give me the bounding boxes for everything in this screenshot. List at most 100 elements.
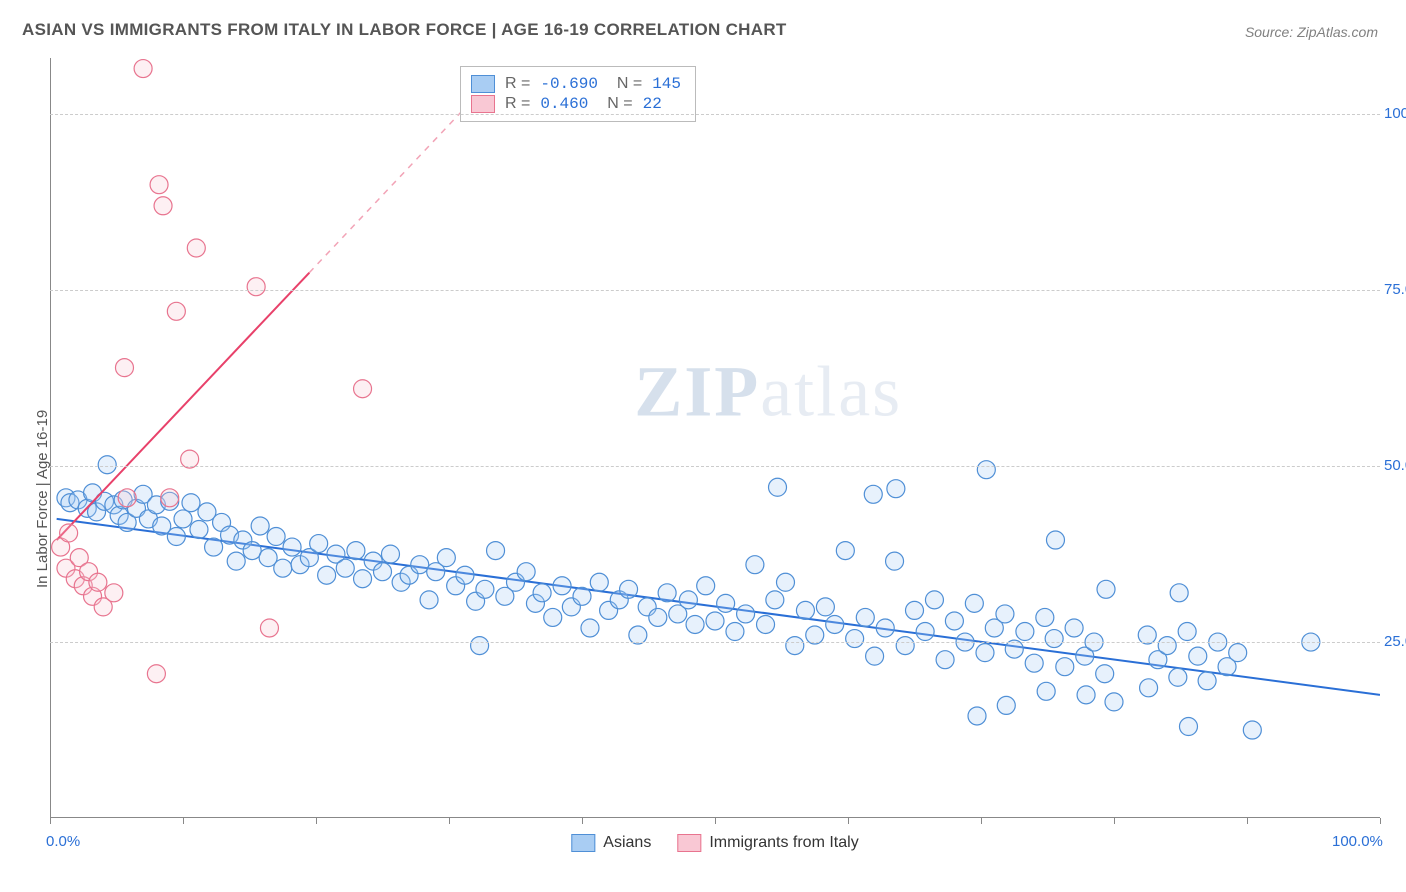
data-point <box>471 637 489 655</box>
data-point <box>476 580 494 598</box>
data-point <box>161 489 179 507</box>
data-point <box>846 630 864 648</box>
data-point <box>977 461 995 479</box>
data-point <box>1179 718 1197 736</box>
plot-svg <box>50 58 1380 818</box>
data-point <box>60 524 78 542</box>
legend-series-name: Asians <box>603 834 651 852</box>
data-point <box>227 552 245 570</box>
data-point <box>251 517 269 535</box>
data-point <box>856 608 874 626</box>
bottom-legend-item: Asians <box>571 834 651 852</box>
legend-r-label: R = <box>505 95 530 113</box>
bottom-legend: AsiansImmigrants from Italy <box>571 834 858 852</box>
data-point <box>679 591 697 609</box>
data-point <box>965 594 983 612</box>
data-point <box>1046 531 1064 549</box>
data-point <box>437 549 455 567</box>
legend-n-label: N = <box>598 95 632 113</box>
gridline <box>50 114 1380 115</box>
data-point <box>318 566 336 584</box>
legend-swatch <box>471 95 495 113</box>
data-point <box>274 559 292 577</box>
data-point <box>573 587 591 605</box>
data-point <box>686 615 704 633</box>
data-point <box>243 542 261 560</box>
data-point <box>147 665 165 683</box>
data-point <box>533 584 551 602</box>
legend-r-value: -0.690 <box>540 75 598 93</box>
legend-r-label: R = <box>505 75 530 93</box>
legend-swatch <box>471 75 495 93</box>
x-tick <box>848 818 849 824</box>
data-point <box>487 542 505 560</box>
data-point <box>154 197 172 215</box>
data-point <box>997 696 1015 714</box>
y-axis-label: In Labor Force | Age 16-19 <box>34 410 51 588</box>
data-point <box>310 535 328 553</box>
data-point <box>260 619 278 637</box>
chart-area: In Labor Force | Age 16-19 ZIPatlas R = … <box>50 58 1380 818</box>
data-point <box>649 608 667 626</box>
data-point <box>876 619 894 637</box>
data-point <box>976 644 994 662</box>
data-point <box>776 573 794 591</box>
data-point <box>697 577 715 595</box>
legend-n-label: N = <box>608 75 642 93</box>
x-tick <box>1247 818 1248 824</box>
data-point <box>658 584 676 602</box>
gridline <box>50 642 1380 643</box>
x-tick <box>183 818 184 824</box>
data-point <box>354 380 372 398</box>
gridline <box>50 466 1380 467</box>
legend-n-value: 145 <box>652 75 681 93</box>
legend-r-value: 0.460 <box>540 95 588 113</box>
data-point <box>1016 623 1034 641</box>
data-point <box>757 615 775 633</box>
data-point <box>737 605 755 623</box>
data-point <box>89 573 107 591</box>
x-tick <box>1380 818 1381 824</box>
data-point <box>1178 623 1196 641</box>
legend-swatch <box>677 834 701 852</box>
data-point <box>769 478 787 496</box>
data-point <box>864 485 882 503</box>
data-point <box>746 556 764 574</box>
data-point <box>267 528 285 546</box>
data-point <box>187 239 205 257</box>
legend-row: R = -0.690 N = 145 <box>471 75 681 93</box>
data-point <box>134 60 152 78</box>
data-point <box>1189 647 1207 665</box>
data-point <box>456 566 474 584</box>
data-point <box>420 591 438 609</box>
data-point <box>916 623 934 641</box>
data-point <box>381 545 399 563</box>
data-point <box>590 573 608 591</box>
legend-swatch <box>571 834 595 852</box>
x-tick <box>50 818 51 824</box>
data-point <box>336 559 354 577</box>
source-label: Source: ZipAtlas.com <box>1245 24 1378 40</box>
data-point <box>816 598 834 616</box>
data-point <box>118 489 136 507</box>
data-point <box>1037 682 1055 700</box>
x-tick <box>981 818 982 824</box>
data-point <box>190 520 208 538</box>
y-tick-label: 75.0% <box>1384 281 1406 298</box>
data-point <box>996 605 1014 623</box>
data-point <box>411 556 429 574</box>
data-point <box>354 570 372 588</box>
data-point <box>167 528 185 546</box>
data-point <box>1056 658 1074 676</box>
data-point <box>1140 679 1158 697</box>
chart-title: ASIAN VS IMMIGRANTS FROM ITALY IN LABOR … <box>22 20 787 40</box>
data-point <box>886 552 904 570</box>
data-point <box>1243 721 1261 739</box>
gridline <box>50 290 1380 291</box>
data-point <box>347 542 365 560</box>
data-point <box>1065 619 1083 637</box>
data-point <box>174 510 192 528</box>
data-point <box>205 538 223 556</box>
data-point <box>1025 654 1043 672</box>
data-point <box>896 637 914 655</box>
